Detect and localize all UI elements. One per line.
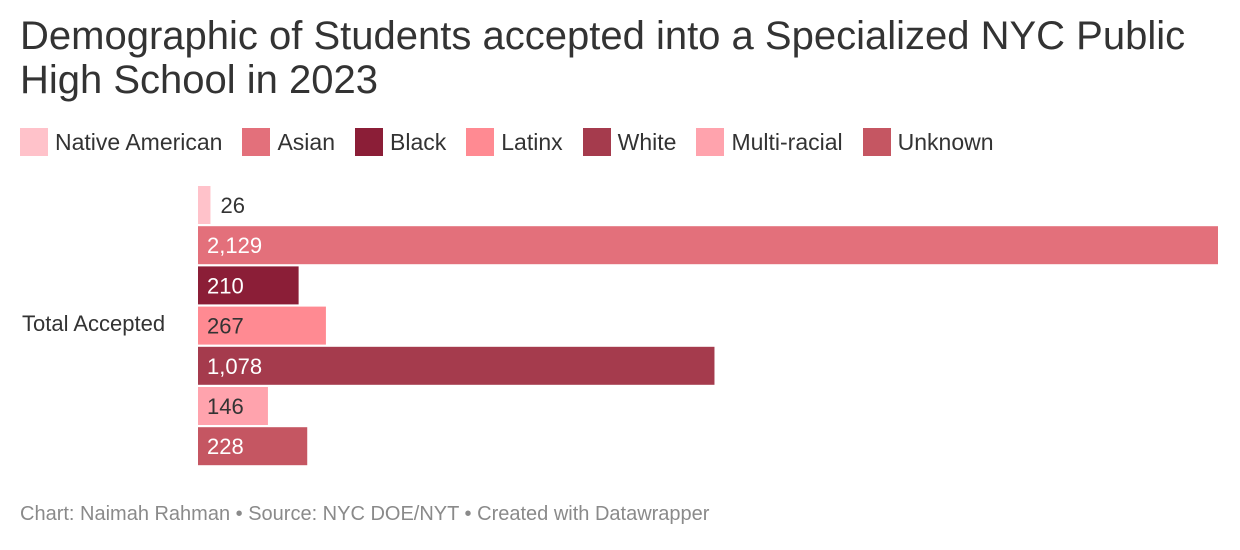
category-label: Total Accepted — [22, 311, 166, 336]
bar-value-label: 267 — [207, 314, 244, 339]
legend-item: White — [582, 128, 677, 156]
bar — [198, 346, 715, 385]
legend-item: Asian — [242, 128, 335, 156]
legend-label: Multi-racial — [731, 128, 843, 155]
legend-swatch — [242, 128, 271, 156]
legend-label: Asian — [277, 128, 336, 155]
legend-item: Native American — [20, 128, 222, 156]
bar-value-label: 1,078 — [207, 354, 262, 379]
legend-label: Unknown — [897, 128, 994, 155]
bar-value-label: 2,129 — [207, 233, 262, 258]
legend-item: Unknown — [862, 128, 994, 156]
legend: Native American Asian Black Latinx White Mult… — [20, 128, 1014, 156]
legend-item: Black — [355, 128, 446, 156]
bar-value-label: 146 — [207, 394, 244, 419]
bar-value-label: 26 — [220, 193, 244, 218]
legend-item: Latinx — [466, 128, 563, 156]
chart-footer: Chart: Naimah Rahman • Source: NYC DOE/N… — [20, 503, 710, 525]
legend-label: Black — [390, 128, 447, 155]
legend-swatch — [20, 128, 48, 156]
legend-label: Native American — [55, 128, 223, 155]
bar — [198, 387, 268, 425]
legend-swatch — [582, 128, 611, 156]
legend-item: Multi-racial — [696, 128, 843, 156]
legend-swatch — [696, 128, 725, 156]
chart-title: Demographic of Students accepted into a … — [20, 14, 1186, 102]
legend-label: Latinx — [501, 128, 563, 155]
legend-swatch — [355, 128, 384, 156]
bar — [198, 186, 211, 224]
bar — [198, 427, 308, 466]
bar — [198, 266, 299, 305]
legend-label: White — [617, 128, 677, 155]
legend-swatch — [862, 128, 891, 156]
bar-value-label: 228 — [207, 434, 244, 459]
bar — [198, 226, 1218, 265]
legend-swatch — [466, 128, 495, 156]
bar-value-label: 210 — [207, 273, 244, 298]
bar — [198, 306, 326, 345]
